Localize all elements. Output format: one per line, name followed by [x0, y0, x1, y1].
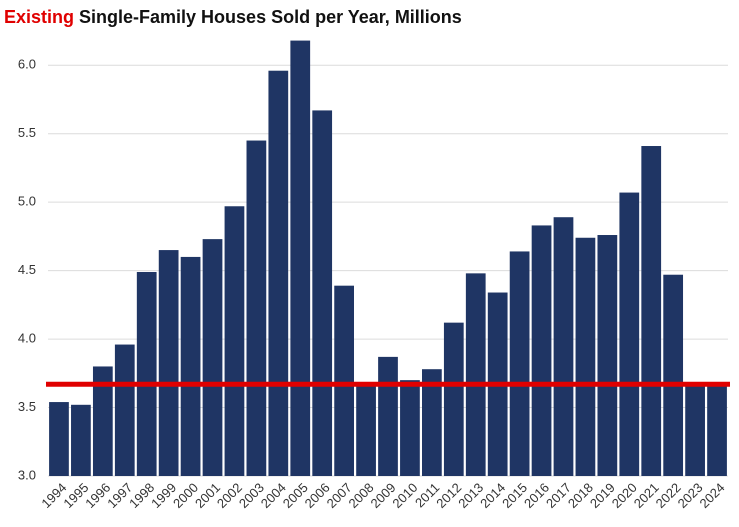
bar — [422, 369, 442, 476]
x-tick-label: 2024 — [697, 480, 728, 511]
y-tick-label: 4.5 — [18, 262, 36, 277]
bar — [378, 356, 398, 476]
bar — [268, 70, 289, 476]
y-tick-label: 3.0 — [18, 467, 36, 482]
bar — [246, 140, 267, 477]
title-highlight: Existing — [4, 7, 74, 27]
bar — [641, 146, 662, 476]
bar — [707, 385, 727, 476]
bar — [400, 380, 420, 476]
y-tick-label: 3.5 — [18, 399, 36, 414]
bar — [71, 404, 91, 476]
bar — [224, 206, 245, 476]
y-tick-label: 5.5 — [18, 125, 36, 140]
bar — [136, 271, 157, 476]
bar — [553, 217, 574, 476]
bar — [202, 239, 223, 476]
bar — [663, 274, 684, 476]
bar — [334, 285, 354, 476]
bar — [158, 250, 179, 476]
bar — [356, 384, 376, 476]
bar — [685, 385, 705, 476]
bar — [312, 110, 333, 477]
bar — [92, 366, 113, 476]
bar — [443, 322, 464, 476]
y-tick-label: 6.0 — [18, 57, 36, 72]
bar — [531, 225, 552, 476]
chart-title: Existing Single-Family Houses Sold per Y… — [4, 7, 462, 27]
y-tick-label: 5.0 — [18, 194, 36, 209]
bar — [575, 237, 596, 476]
bar — [114, 344, 135, 476]
y-tick-label: 4.0 — [18, 331, 36, 346]
bar — [597, 235, 618, 476]
bar — [290, 40, 311, 476]
bar — [509, 251, 530, 476]
bar — [180, 256, 201, 476]
title-text: Single-Family Houses Sold per Year, Mill… — [79, 7, 462, 27]
bar — [465, 273, 486, 476]
bar — [619, 192, 640, 477]
bar — [49, 402, 69, 476]
